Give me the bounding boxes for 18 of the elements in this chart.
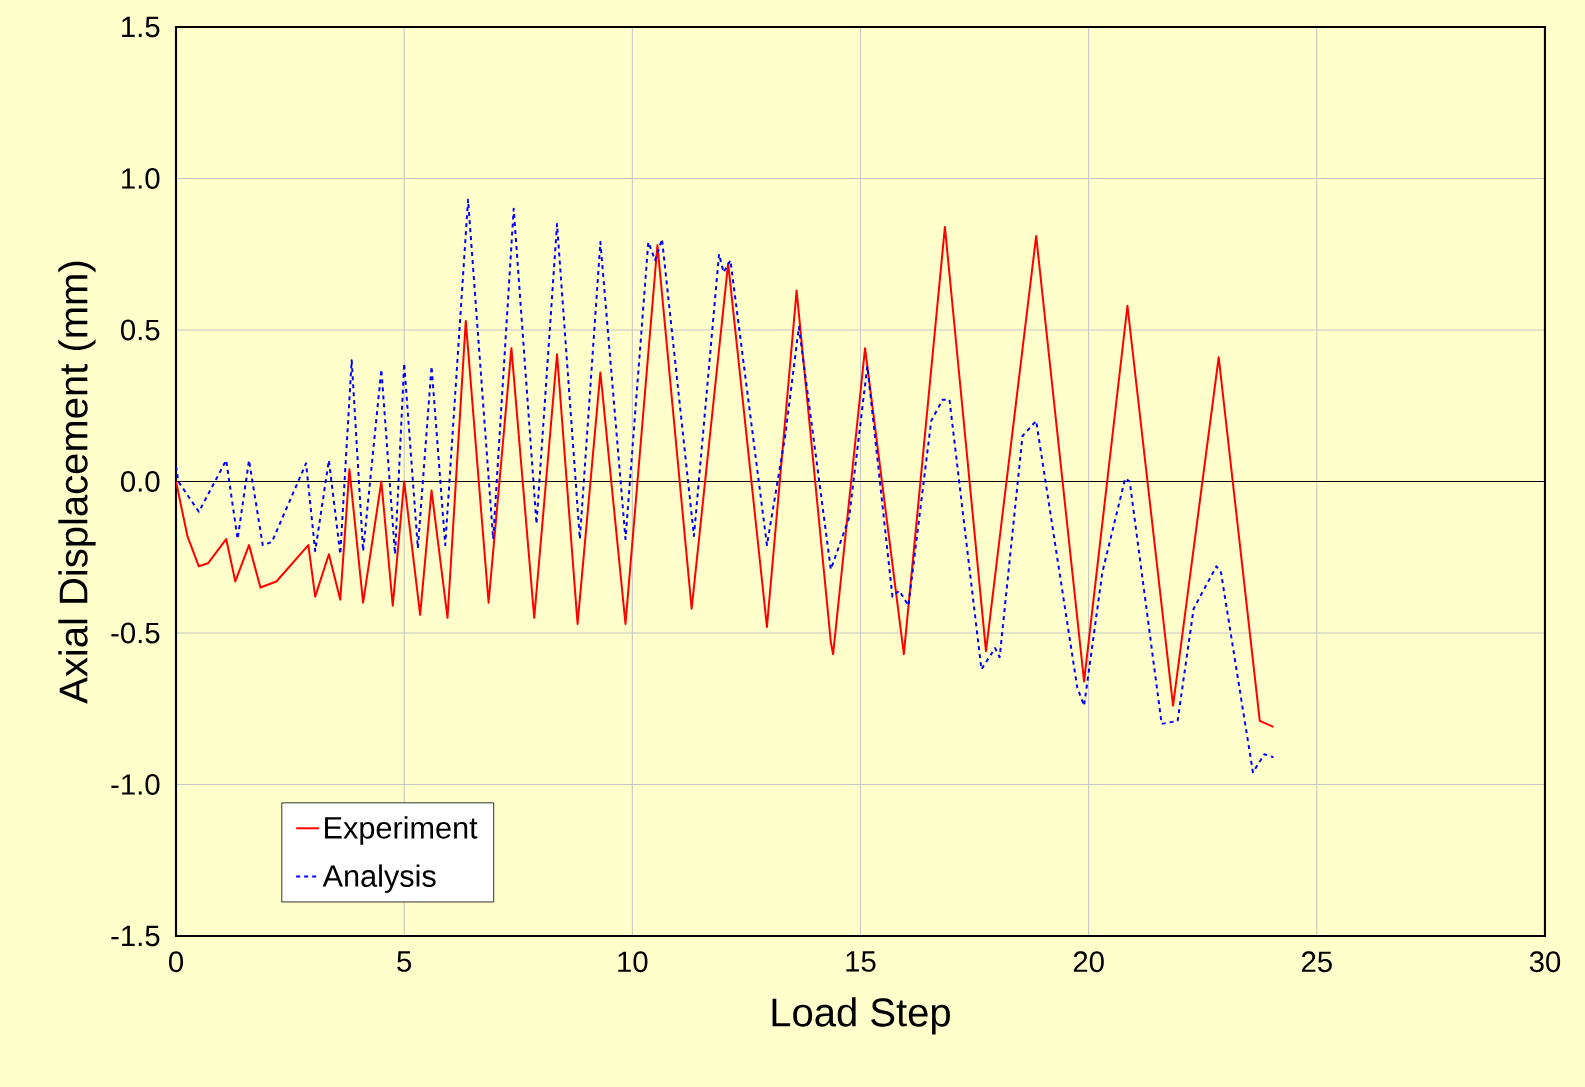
- y-tick-label: -1.5: [111, 925, 160, 947]
- legend-label: Analysis: [322, 864, 436, 893]
- x-tick-label: 0: [169, 951, 184, 973]
- x-tick-label: 5: [397, 951, 412, 972]
- y-tick-label: -0.5: [111, 622, 160, 644]
- x-tick-label: 25: [1301, 951, 1332, 973]
- x-tick-label: 20: [1073, 951, 1104, 973]
- y-tick-label: 0.0: [121, 471, 160, 492]
- y-tick-label: 1.0: [122, 168, 160, 189]
- y-axis-title: Axial Displacement (mm): [58, 261, 96, 704]
- y-tick-label: 0.5: [121, 319, 160, 341]
- x-tick-label: 30: [1529, 951, 1561, 973]
- legend-label: Experiment: [325, 816, 478, 845]
- x-tick-label: 15: [846, 951, 876, 972]
- x-axis-title: Load Step: [772, 997, 950, 1035]
- y-tick-label: -1.0: [111, 774, 160, 795]
- x-tick-label: 10: [618, 951, 648, 973]
- y-tick-label: 1.5: [122, 16, 160, 38]
